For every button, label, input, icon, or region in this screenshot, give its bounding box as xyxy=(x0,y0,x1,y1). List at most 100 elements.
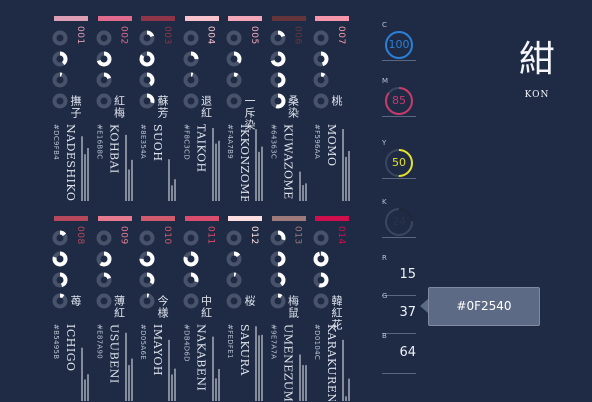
color-hex: #F8C3CD xyxy=(182,124,191,161)
color-card[interactable]: 007 桃 #F596AA MOMO xyxy=(313,16,351,201)
mini-ring-value xyxy=(52,230,68,246)
mini-ring-value xyxy=(96,272,111,288)
mini-ring-value xyxy=(139,51,155,67)
color-number: 009 xyxy=(118,226,129,245)
rgb-lines xyxy=(125,134,132,201)
cmyk-mini-rings xyxy=(96,30,111,109)
mini-ring-value xyxy=(270,93,285,109)
cmyk-magenta-ring xyxy=(385,87,413,115)
rgb-green-value: 37 xyxy=(399,305,416,320)
rgb-blue-value: 64 xyxy=(399,345,416,360)
color-card[interactable]: 003 蘇芳 #8E354A SUOH xyxy=(139,16,177,201)
mini-ring-value xyxy=(96,51,111,67)
rgb-blue-label: B xyxy=(382,332,387,340)
cmyk-magenta-label: M xyxy=(382,77,389,85)
color-number: 011 xyxy=(205,226,216,245)
mini-ring-value xyxy=(270,251,285,267)
mini-ring-value xyxy=(139,293,155,309)
mini-ring-value xyxy=(183,251,198,267)
cmyk-mini-rings xyxy=(183,30,198,109)
mini-ring-track xyxy=(183,230,198,246)
color-romaji: KARAKURENAI xyxy=(325,324,338,401)
color-swatch-bar xyxy=(271,216,306,221)
color-romaji: UMENEZUMI xyxy=(281,324,295,401)
color-romaji: ICHIGO xyxy=(64,324,77,372)
color-swatch-bar xyxy=(141,16,175,21)
mini-ring-value xyxy=(270,30,285,46)
rgb-lines xyxy=(255,129,263,201)
cmyk-key-value: 24 xyxy=(392,215,406,228)
color-hex: #B5495B xyxy=(52,324,60,360)
mini-ring-track xyxy=(96,293,111,309)
mini-ring-track xyxy=(183,93,198,109)
color-kanji: 退紅 xyxy=(199,95,213,119)
color-hex: #D0104C xyxy=(313,324,321,361)
color-hex: #DB4D6D xyxy=(182,324,191,362)
color-card[interactable]: 006 桑染 #64363C KUWAZOME xyxy=(270,16,308,201)
color-kanji: 撫子 xyxy=(69,95,82,119)
cmyk-key: K 24 xyxy=(382,193,416,238)
color-number: 012 xyxy=(249,226,259,245)
mini-ring-track xyxy=(52,30,68,46)
color-card[interactable]: 009 薄紅 #E87A90 USUBENI xyxy=(96,216,134,401)
color-card[interactable]: 001 撫子 #DC9FB4 NADESHIKO xyxy=(52,16,90,201)
color-hex: #E87A90 xyxy=(95,324,104,359)
color-swatch-bar xyxy=(184,216,219,221)
mini-ring-track xyxy=(313,30,329,46)
cmyk-yellow-ring xyxy=(385,149,413,177)
cmyk-cyan-ring xyxy=(385,31,413,59)
color-card[interactable]: 002 紅梅 #E16B8C KOHBAI xyxy=(96,16,134,201)
color-romaji: SAKURA xyxy=(238,324,251,376)
mini-ring-value xyxy=(313,272,329,288)
color-kanji: 今様 xyxy=(156,295,169,319)
color-card[interactable]: 011 中紅 #DB4D6D NAKABENI xyxy=(183,216,221,401)
color-swatch-bar xyxy=(271,16,306,21)
color-romaji: TAIKOH xyxy=(194,124,208,173)
color-hex: #64363C xyxy=(269,124,278,160)
rgb-red-value: 15 xyxy=(399,267,416,282)
mini-ring-value xyxy=(183,51,198,67)
color-romaji: MOMO xyxy=(325,124,338,167)
cmyk-magenta: M 85 xyxy=(382,72,416,117)
cmyk-mini-rings xyxy=(226,30,242,109)
hex-tooltip[interactable]: #0F2540 xyxy=(428,287,540,326)
cmyk-mini-rings xyxy=(96,230,111,309)
mini-ring-value xyxy=(226,272,242,288)
current-color-kanji: 紺 xyxy=(518,39,555,80)
rgb-lines xyxy=(125,332,132,401)
mini-ring-value xyxy=(226,72,242,88)
mini-ring-value xyxy=(139,272,155,288)
color-romaji: KUWAZOME xyxy=(281,124,295,200)
cmyk-mini-rings xyxy=(139,230,155,309)
mini-ring-value xyxy=(226,251,242,267)
color-number: 003 xyxy=(162,26,172,45)
cmyk-yellow-label: Y xyxy=(382,139,387,147)
cmyk-cyan-label: C xyxy=(382,21,387,29)
color-card[interactable]: 010 今様 #D05A6E IMAYOH xyxy=(139,216,177,401)
color-kanji: 桜 xyxy=(243,295,256,307)
mini-ring-track xyxy=(96,30,111,46)
rgb-lines xyxy=(168,159,176,201)
color-romaji: SUOH xyxy=(151,124,164,162)
color-card[interactable]: 004 退紅 #F8C3CD TAIKOH xyxy=(183,16,221,201)
color-romaji: IKKONZOME xyxy=(238,124,251,201)
mini-ring-track xyxy=(313,293,329,309)
color-hex: #8E354A xyxy=(139,124,147,159)
rgb-lines xyxy=(81,347,89,401)
mini-ring-track xyxy=(313,93,329,109)
mini-ring-value xyxy=(270,51,285,67)
color-card[interactable]: 008 苺 #B5495B ICHIGO xyxy=(52,216,90,401)
cmyk-mini-rings xyxy=(270,230,285,309)
color-card[interactable]: 013 梅鼠 #9E7A7A UMENEZUMI xyxy=(270,216,308,401)
color-card[interactable]: 005 一斥染 #F4A7B9 IKKONZOME xyxy=(226,16,264,201)
color-card[interactable]: 012 桜 #FEDFE1 SAKURA xyxy=(226,216,264,401)
color-swatch-bar xyxy=(228,16,262,21)
color-kanji: 中紅 xyxy=(199,295,213,319)
color-card[interactable]: 014 韓紅花 #D0104C KARAKURENAI xyxy=(313,216,351,401)
mini-ring-value xyxy=(270,272,285,288)
color-kanji: 桑染 xyxy=(286,95,300,119)
mini-ring-track xyxy=(52,93,68,109)
color-hex: #E16B8C xyxy=(95,124,104,160)
color-number: 006 xyxy=(292,26,303,45)
